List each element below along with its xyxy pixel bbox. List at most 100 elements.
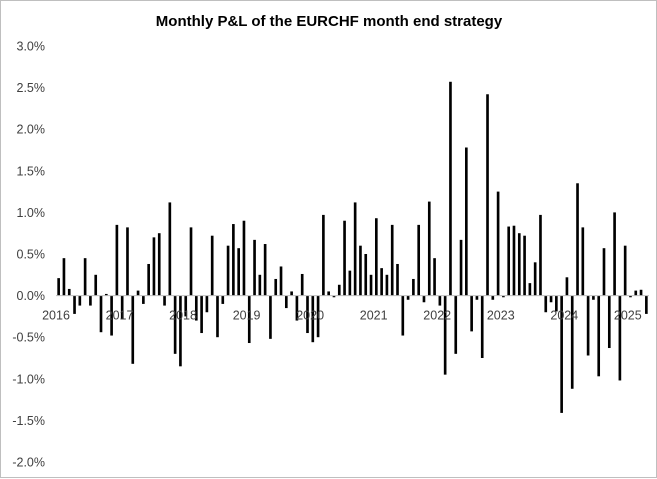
x-tick-label: 2022 <box>423 309 451 323</box>
bar <box>396 263 399 296</box>
bar <box>618 295 622 381</box>
bar <box>427 201 431 296</box>
y-tick-label: 0.0% <box>17 289 46 303</box>
bar <box>645 295 648 314</box>
bar <box>343 220 346 296</box>
bar <box>560 295 563 413</box>
bar <box>523 235 526 296</box>
y-tick-label: -1.0% <box>12 372 45 386</box>
bar <box>465 147 468 296</box>
x-tick-label: 2016 <box>42 309 70 323</box>
y-tick-label: 2.5% <box>17 81 46 95</box>
bar <box>136 290 140 296</box>
bar <box>316 295 320 338</box>
y-tick-label: 2.0% <box>17 123 46 137</box>
bar <box>242 220 246 296</box>
bar <box>517 233 521 296</box>
bar <box>94 274 98 296</box>
bar <box>470 295 473 332</box>
bar <box>62 258 66 296</box>
bar <box>533 262 537 296</box>
bar <box>131 295 135 364</box>
bar <box>375 218 378 296</box>
bar <box>274 278 278 296</box>
x-axis-labels: 2016 2017 2018 2019 2020 2021 2022 2023 2024 2025 <box>42 309 642 323</box>
bar <box>480 295 484 358</box>
bar <box>247 295 251 344</box>
bar <box>104 293 108 296</box>
bar <box>89 295 92 306</box>
bar <box>623 245 627 296</box>
bar <box>147 263 150 296</box>
bar <box>290 291 293 296</box>
bar <box>359 245 362 296</box>
bar <box>634 290 638 296</box>
bar <box>565 277 569 296</box>
bar <box>502 295 505 298</box>
bar <box>306 295 309 334</box>
y-tick-label: -0.5% <box>12 331 45 345</box>
bar <box>570 295 574 389</box>
bar <box>602 248 606 296</box>
bar <box>390 224 394 296</box>
chart-title: Monthly P&L of the EURCHF month end stra… <box>156 13 503 30</box>
bar <box>237 248 240 296</box>
bar <box>327 291 330 296</box>
bar <box>380 268 383 296</box>
bar <box>385 274 389 296</box>
bar <box>412 278 415 296</box>
bar <box>263 244 267 296</box>
bar <box>544 295 548 313</box>
bar <box>475 295 479 300</box>
bar <box>406 295 410 300</box>
bar <box>369 274 373 296</box>
bar <box>253 239 256 296</box>
bar <box>221 295 225 304</box>
bar <box>507 226 511 296</box>
bar <box>173 295 177 354</box>
x-tick-label: 2023 <box>487 309 515 323</box>
bar <box>433 258 436 296</box>
bar <box>142 295 145 304</box>
bar <box>512 225 516 296</box>
bar <box>73 295 76 314</box>
bar <box>300 273 304 296</box>
bar <box>157 233 161 296</box>
bar <box>57 278 60 296</box>
bar <box>613 212 616 296</box>
bar <box>279 266 283 296</box>
bar <box>110 295 113 336</box>
bar <box>337 284 341 296</box>
bar <box>597 295 601 377</box>
bar <box>78 295 82 306</box>
y-tick-label: 1.5% <box>17 164 46 178</box>
bar <box>311 295 315 343</box>
bar <box>417 224 421 296</box>
bar <box>438 295 442 306</box>
bar <box>258 274 262 296</box>
y-tick-label: 1.0% <box>17 206 46 220</box>
y-tick-label: 3.0% <box>17 40 46 54</box>
bar <box>205 295 209 313</box>
bar <box>364 254 368 296</box>
x-tick-label: 2021 <box>360 309 388 323</box>
bar <box>555 295 558 312</box>
bar <box>232 224 235 296</box>
y-tick-label: 0.5% <box>17 248 46 262</box>
y-tick-label: -1.5% <box>12 414 45 428</box>
bar <box>353 202 357 296</box>
y-tick-label: -2.0% <box>12 456 45 470</box>
x-tick-label: 2017 <box>106 309 134 323</box>
bar <box>486 94 489 296</box>
bar <box>269 295 272 339</box>
bar <box>168 202 172 296</box>
bar <box>120 295 124 319</box>
y-axis-labels: 3.0% 2.5% 2.0% 1.5% 1.0% 0.5% 0.0% -0.5% -1.0% -1… <box>12 40 45 470</box>
bar <box>83 258 87 296</box>
bar <box>454 295 458 354</box>
bar <box>99 295 103 333</box>
bar <box>449 81 452 296</box>
bar <box>115 224 119 296</box>
